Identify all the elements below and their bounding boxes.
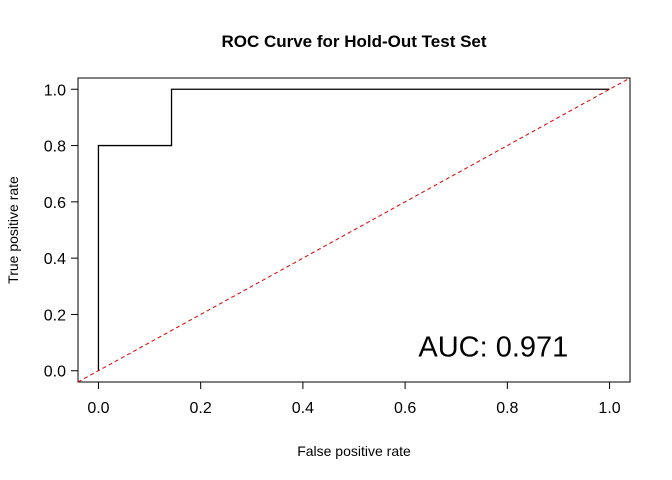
y-tick-label: 0.0: [44, 364, 66, 381]
roc-curve-line: [97, 88, 610, 371]
chart-title: ROC Curve for Hold-Out Test Set: [221, 32, 486, 51]
x-tick-label: 0.6: [394, 400, 416, 417]
x-tick-label: 0.4: [292, 400, 314, 417]
auc-annotation: AUC: 0.971: [418, 332, 568, 364]
x-tick-label: 0.2: [190, 400, 212, 417]
y-tick-label: 0.8: [44, 139, 66, 156]
plot-frame: [77, 77, 631, 383]
x-tick-label: 0.8: [496, 400, 518, 417]
x-tick-label: 1.0: [598, 400, 620, 417]
series-layer: [77, 77, 631, 383]
y-tick-label: 0.2: [44, 307, 66, 324]
y-tick-label: 0.4: [44, 251, 66, 268]
x-axis: 0.0 0.2 0.4 0.6 0.8 1.0: [87, 382, 621, 417]
y-axis: 0.0 0.2 0.4 0.6 0.8 1.0: [44, 82, 78, 381]
y-axis-label: True positive rate: [5, 176, 21, 284]
x-tick-label: 0.0: [87, 400, 109, 417]
y-tick-label: 0.6: [44, 195, 66, 212]
y-tick-label: 1.0: [44, 82, 66, 99]
x-axis-label: False positive rate: [297, 443, 411, 459]
reference-diagonal-line: [77, 77, 631, 383]
